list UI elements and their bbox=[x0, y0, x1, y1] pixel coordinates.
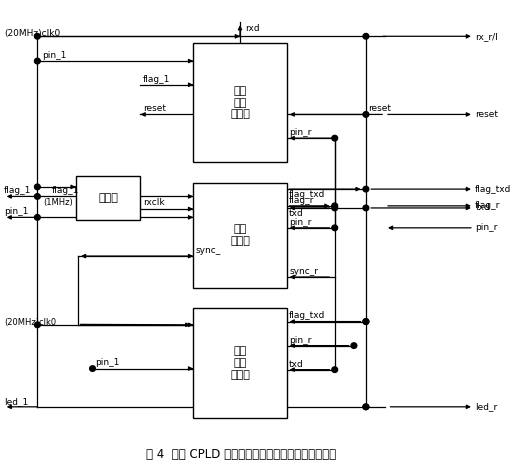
Text: 中心
状态机: 中心 状态机 bbox=[230, 224, 250, 246]
Text: rx_r/l: rx_r/l bbox=[475, 32, 498, 41]
Text: 图 4  基于 CPLD 环网的自愈控制接口电路的结构框图: 图 4 基于 CPLD 环网的自愈控制接口电路的结构框图 bbox=[146, 448, 336, 461]
Text: reset: reset bbox=[475, 110, 498, 119]
Circle shape bbox=[363, 404, 369, 410]
Circle shape bbox=[363, 319, 369, 324]
Circle shape bbox=[363, 205, 369, 211]
Bar bbox=[193, 43, 287, 162]
Text: flag_txd: flag_txd bbox=[289, 312, 325, 321]
Text: pin_r: pin_r bbox=[475, 223, 498, 232]
Circle shape bbox=[363, 404, 369, 410]
Text: pin_1: pin_1 bbox=[95, 358, 119, 367]
Text: flag_txd: flag_txd bbox=[475, 184, 511, 194]
Circle shape bbox=[363, 112, 369, 117]
Circle shape bbox=[332, 205, 338, 211]
Circle shape bbox=[363, 186, 369, 192]
Text: sync_r: sync_r bbox=[289, 267, 318, 276]
Text: (1MHz): (1MHz) bbox=[44, 198, 74, 207]
Circle shape bbox=[332, 135, 338, 141]
Circle shape bbox=[89, 366, 96, 371]
Bar bbox=[193, 183, 287, 287]
Circle shape bbox=[34, 58, 40, 64]
Text: rxd: rxd bbox=[245, 24, 260, 33]
Text: rxclk: rxclk bbox=[143, 198, 164, 207]
Text: flag_r: flag_r bbox=[475, 201, 501, 210]
Text: flag_txd: flag_txd bbox=[289, 190, 325, 199]
Text: pin_1: pin_1 bbox=[4, 207, 28, 216]
Text: flag_1: flag_1 bbox=[52, 186, 79, 195]
Circle shape bbox=[34, 214, 40, 220]
Text: (20MHz)clk0: (20MHz)clk0 bbox=[4, 29, 60, 38]
Text: 分频器: 分频器 bbox=[98, 193, 118, 203]
Text: reset: reset bbox=[143, 104, 166, 113]
Text: led_1: led_1 bbox=[4, 397, 28, 406]
Circle shape bbox=[34, 34, 40, 39]
Circle shape bbox=[332, 225, 338, 231]
Text: (20MHz)clk0: (20MHz)clk0 bbox=[4, 318, 56, 327]
Text: sync_: sync_ bbox=[196, 246, 221, 255]
Text: pin_r: pin_r bbox=[289, 218, 311, 227]
Text: flag_1: flag_1 bbox=[143, 75, 170, 84]
Bar bbox=[76, 176, 140, 220]
Text: reset: reset bbox=[369, 104, 391, 113]
Circle shape bbox=[34, 184, 40, 190]
Text: txd: txd bbox=[289, 209, 304, 218]
Circle shape bbox=[34, 322, 40, 328]
Text: 数据
发送
选择器: 数据 发送 选择器 bbox=[230, 346, 250, 380]
Circle shape bbox=[332, 203, 338, 209]
Text: pin_1: pin_1 bbox=[42, 51, 66, 60]
Text: flag_r: flag_r bbox=[289, 196, 315, 205]
Circle shape bbox=[351, 343, 357, 348]
Text: txd: txd bbox=[289, 359, 304, 369]
Bar bbox=[193, 308, 287, 418]
Text: pin_r: pin_r bbox=[289, 336, 311, 344]
Circle shape bbox=[363, 319, 369, 324]
Text: pin_r: pin_r bbox=[289, 128, 311, 137]
Text: led_r: led_r bbox=[475, 402, 498, 411]
Text: 数据
接收
选择器: 数据 接收 选择器 bbox=[230, 86, 250, 119]
Circle shape bbox=[363, 34, 369, 39]
Circle shape bbox=[34, 194, 40, 199]
Text: flag_1: flag_1 bbox=[4, 186, 31, 195]
Text: txd: txd bbox=[475, 204, 490, 212]
Circle shape bbox=[332, 367, 338, 373]
